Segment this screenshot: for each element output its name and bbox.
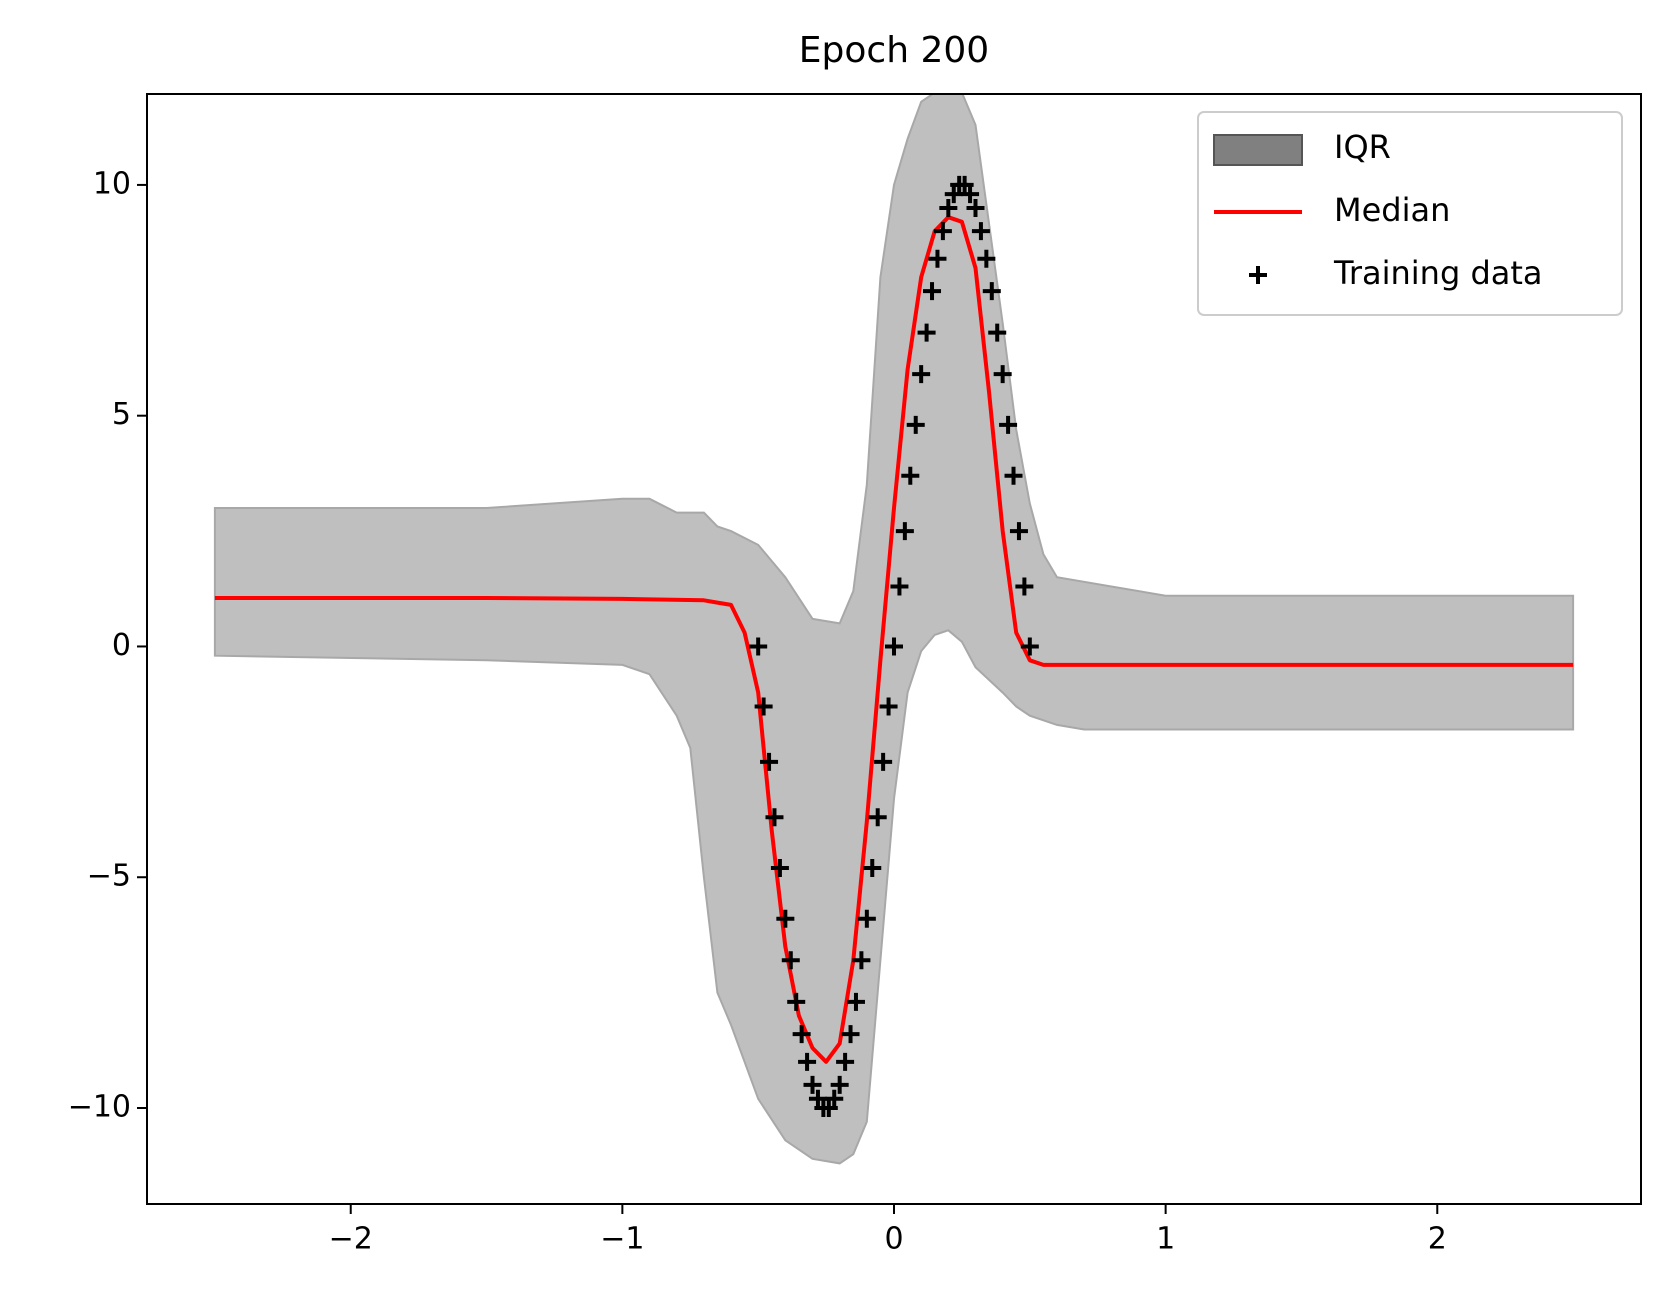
training-point: [808, 1089, 827, 1108]
training-point: [1009, 522, 1028, 541]
training-point: [1020, 637, 1039, 656]
training-point: [787, 992, 806, 1011]
training-point: [906, 415, 925, 434]
training-point: [955, 175, 974, 194]
legend: IQR Median Training data: [1197, 111, 1623, 316]
training-point: [917, 323, 936, 342]
legend-label: Median: [1334, 191, 1450, 229]
training-point: [939, 199, 958, 217]
training-point: [1015, 577, 1034, 596]
training-point: [988, 323, 1007, 342]
x-tick-label: 2: [1428, 1222, 1447, 1257]
legend-box: [1197, 111, 1623, 316]
training-point: [852, 951, 871, 970]
training-point: [798, 1052, 817, 1071]
training-point: [765, 808, 784, 827]
y-tick-label: −10: [68, 1090, 131, 1125]
plot-area: [213, 94, 1575, 1165]
axes-frame: [146, 93, 1642, 1205]
training-point: [825, 1089, 844, 1108]
training-point: [885, 637, 903, 656]
median-line: [214, 215, 1574, 1064]
training-point: [971, 222, 990, 241]
training-point: [836, 1052, 855, 1071]
x-tick-label: 0: [884, 1222, 903, 1257]
y-tick-label: 10: [93, 166, 131, 201]
training-point: [961, 185, 980, 204]
training-point: [830, 1075, 849, 1094]
y-tick-label: 0: [112, 628, 131, 663]
training-point: [846, 992, 865, 1011]
legend-swatch: [1213, 134, 1303, 166]
training-point: [993, 365, 1012, 384]
x-tick-label: 1: [1156, 1222, 1175, 1257]
training-point: [901, 466, 920, 485]
training-point: [841, 1025, 860, 1044]
y-tick-label: −5: [87, 859, 131, 894]
x-tick-label: −1: [600, 1222, 644, 1257]
chart-title: Epoch 200: [799, 30, 989, 71]
training-point: [781, 951, 800, 970]
training-point: [999, 415, 1018, 434]
legend-label: IQR: [1334, 128, 1391, 166]
y-tick-label: 5: [112, 397, 131, 432]
legend-label: Training data: [1333, 254, 1543, 292]
training-point: [944, 185, 963, 204]
training-point: [933, 222, 952, 241]
training-point: [776, 909, 795, 928]
training-point: [792, 1025, 811, 1044]
iqr-band: [213, 94, 1575, 1165]
training-point: [749, 637, 768, 656]
training-point: [868, 808, 887, 827]
training-point: [819, 1099, 838, 1117]
training-point: [1004, 466, 1023, 485]
training-point: [754, 697, 773, 716]
training-point: [977, 249, 996, 268]
training-point: [874, 752, 893, 771]
training-point: [879, 697, 898, 716]
legend-swatch: [1249, 266, 1267, 284]
training-point: [770, 859, 789, 877]
training-point: [982, 282, 1001, 301]
training-point: [803, 1075, 822, 1094]
training-point: [895, 522, 914, 541]
training-point: [863, 859, 882, 877]
training-point: [923, 282, 942, 301]
training-point: [966, 199, 985, 217]
training-point: [857, 909, 876, 928]
x-tick-label: −2: [329, 1222, 373, 1257]
training-point: [890, 577, 909, 596]
training-point: [760, 752, 779, 771]
training-point: [912, 365, 931, 384]
training-point: [928, 249, 947, 268]
